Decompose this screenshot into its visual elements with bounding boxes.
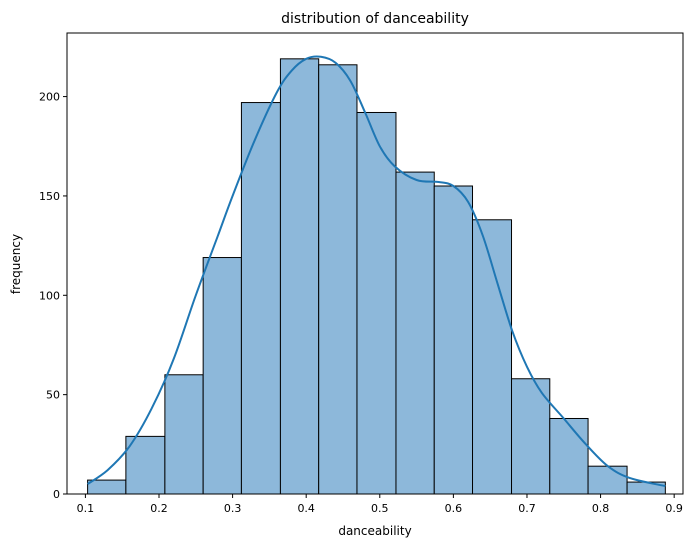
histogram-bar-11 bbox=[511, 378, 551, 495]
y-tick-label: 100 bbox=[39, 289, 60, 302]
histogram-bar-3 bbox=[202, 257, 242, 495]
x-tick-label: 0.4 bbox=[297, 502, 315, 515]
x-tick-label: 0.2 bbox=[150, 502, 168, 515]
y-tick-label: 50 bbox=[46, 389, 60, 402]
x-tick-label: 0.5 bbox=[371, 502, 389, 515]
kde-curve bbox=[87, 55, 666, 488]
y-tick-label: 150 bbox=[39, 190, 60, 203]
histogram-bar-1 bbox=[125, 435, 166, 495]
y-axis-ticks: 0 50 100 150 200 bbox=[39, 91, 67, 501]
x-tick-label: 0.6 bbox=[445, 502, 463, 515]
histogram-bar-8 bbox=[395, 171, 435, 495]
histogram-bar-0 bbox=[87, 479, 127, 495]
histogram-bar-10 bbox=[472, 219, 513, 495]
y-tick-label: 0 bbox=[53, 488, 60, 501]
x-axis-ticks: 0.1 0.2 0.3 0.4 0.5 0.6 0.7 0.8 0.9 bbox=[77, 494, 683, 515]
x-axis-label: danceability bbox=[338, 524, 411, 538]
histogram-bar-7 bbox=[356, 111, 397, 495]
histogram-bar-6 bbox=[318, 64, 358, 495]
x-tick-label: 0.8 bbox=[592, 502, 610, 515]
histogram-bar-12 bbox=[549, 417, 589, 495]
y-axis-label: frequency bbox=[9, 234, 23, 294]
x-tick-label: 0.9 bbox=[665, 502, 683, 515]
y-tick-label: 200 bbox=[39, 91, 60, 104]
chart-title: distribution of danceability bbox=[281, 11, 469, 27]
x-tick-label: 0.7 bbox=[518, 502, 536, 515]
histogram-bar-5 bbox=[279, 58, 320, 495]
plot-frame bbox=[66, 32, 684, 495]
x-tick-label: 0.3 bbox=[224, 502, 242, 515]
histogram-bar-4 bbox=[240, 102, 281, 495]
histogram-bars bbox=[87, 58, 666, 495]
histogram-bar-2 bbox=[164, 374, 204, 495]
histogram-bar-13 bbox=[587, 465, 628, 495]
histogram-bar-9 bbox=[433, 185, 474, 495]
x-tick-label: 0.1 bbox=[77, 502, 95, 515]
histogram-bar-14 bbox=[626, 481, 666, 495]
